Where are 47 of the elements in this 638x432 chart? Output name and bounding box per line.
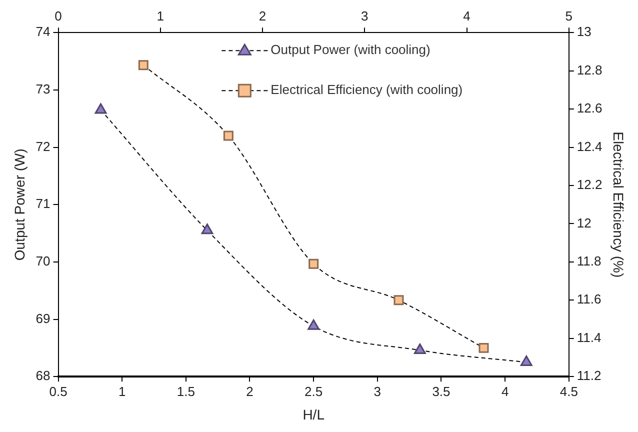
point (308, 319, 320, 330)
point (201, 224, 214, 234)
x2-tick-label: 3 (361, 8, 368, 24)
x-tick-label: 2 (246, 384, 254, 399)
point (94, 103, 107, 114)
y-tick-label: 69 (36, 310, 50, 326)
x-tick-label: 4.5 (560, 384, 578, 399)
legend-label: Electrical Efficiency (with cooling) (270, 82, 463, 98)
x-tick-label: 2.5 (304, 384, 323, 399)
x-tick-label: 3.5 (432, 384, 450, 399)
point (138, 60, 148, 70)
legend-label: Output Power (with cooling) (270, 42, 430, 58)
y2-tick-label: 11.8 (576, 254, 602, 269)
y2-axis-title: Electrical Efficiency (%) (610, 132, 627, 278)
point (223, 130, 234, 141)
y-tick-label: 68 (36, 368, 50, 384)
y-axis-title: Output Power (W) (11, 148, 28, 261)
x2-tick-label: 5 (565, 8, 573, 24)
y2-tick-label: 12.2 (576, 177, 602, 192)
x2-tick-label: 1 (156, 8, 164, 24)
x-tick-label: 1.5 (176, 384, 195, 399)
y2-tick-label: 12 (576, 215, 592, 230)
y2-tick-label: 11.4 (576, 330, 602, 345)
point (394, 295, 404, 306)
x2-tick-label: 2 (258, 8, 266, 24)
y2-tick-label: 13 (576, 24, 592, 40)
x-axis-title: H/L (302, 406, 325, 422)
point (414, 343, 426, 354)
x2-tick-label: 4 (463, 8, 470, 24)
y2-tick-label: 12.4 (576, 138, 602, 154)
point (478, 342, 489, 353)
x2-tick-label: 0 (54, 8, 62, 24)
y-tick-label: 72 (36, 138, 50, 154)
y2-tick-label: 11.2 (576, 368, 602, 384)
point (308, 258, 319, 269)
y2-tick-label: 12.6 (576, 100, 602, 116)
y-tick-label: 74 (36, 24, 50, 40)
y-tick-label: 70 (36, 254, 50, 269)
y-tick-label: 73 (36, 82, 50, 97)
x-tick-label: 3 (374, 384, 382, 399)
point (520, 356, 532, 366)
y2-tick-label: 12.8 (576, 62, 602, 78)
x-tick-label: 0.5 (49, 384, 68, 399)
y2-tick-label: 11.6 (576, 292, 602, 307)
x-tick-label: 4 (501, 384, 509, 399)
x-tick-label: 1 (118, 384, 126, 399)
y-tick-label: 71 (36, 196, 50, 212)
